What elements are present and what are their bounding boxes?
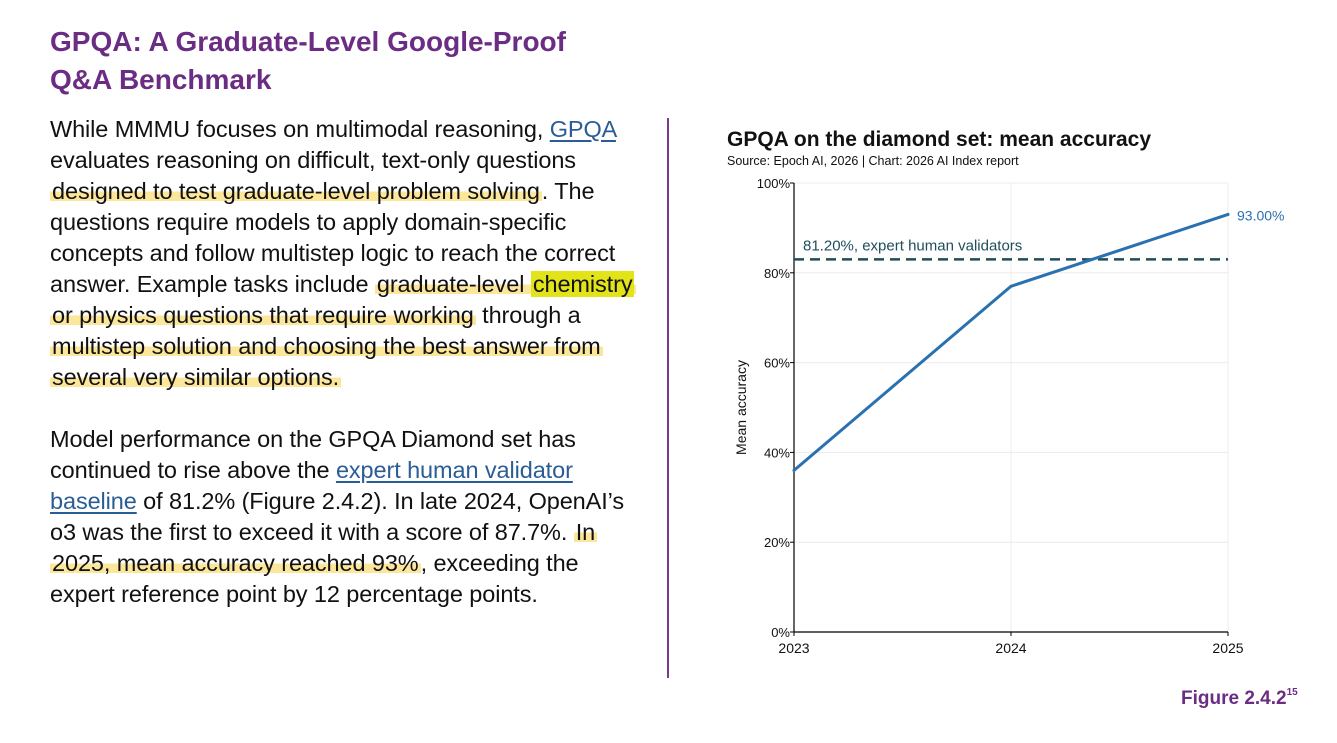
y-axis-label: Mean accuracy — [733, 360, 749, 455]
data-point — [1009, 284, 1013, 288]
gpqa-link[interactable]: GPQA — [549, 116, 616, 142]
y-tick-label: 100% — [757, 176, 791, 191]
chemistry-highlight: chemistry — [530, 271, 635, 297]
x-tick-label: 2023 — [778, 640, 809, 656]
text-run: Model performance on the GPQA Diamond se… — [50, 426, 576, 483]
figure-number: Figure 2.4.2 — [1181, 688, 1287, 709]
paragraph-2: Model performance on the GPQA Diamond se… — [50, 424, 640, 610]
text-run: of 81.2% (Figure 2.4.2). In late 2024, O… — [50, 488, 625, 545]
y-tick-label: 20% — [764, 535, 790, 550]
body-text: While MMMU focuses on multimodal reasoni… — [50, 114, 640, 610]
reference-line-label: 81.20%, expert human validators — [803, 237, 1022, 254]
expert-baseline-link[interactable]: expert human validator baseline — [50, 457, 573, 514]
chart-title: GPQA on the diamond set: mean accuracy — [727, 128, 1151, 151]
column-divider — [667, 118, 669, 678]
text-run: , exceeding the expert reference point b… — [50, 550, 579, 607]
text-run: . The questions require models to apply … — [50, 178, 616, 297]
end-value-label: 93.00% — [1237, 207, 1284, 223]
title-line-1: GPQA: A Graduate-Level Google-Proof — [50, 26, 566, 57]
page-title: GPQA: A Graduate-Level Google-Proof Q&A … — [50, 23, 650, 99]
y-tick-label: 0% — [771, 625, 790, 640]
chart-source: Source: Epoch AI, 2026 | Chart: 2026 AI … — [727, 154, 1019, 168]
data-point — [792, 468, 796, 472]
figure-footnote: 15 — [1286, 686, 1298, 698]
text-run: through a — [475, 302, 581, 328]
title-line-2: Q&A Benchmark — [50, 64, 272, 95]
paragraph-1: While MMMU focuses on multimodal reasoni… — [50, 114, 640, 393]
x-tick-label: 2025 — [1212, 640, 1243, 656]
figure-label: Figure 2.4.215 — [1181, 686, 1298, 710]
y-tick-label: 40% — [764, 445, 790, 460]
y-tick-label: 60% — [764, 356, 790, 371]
highlight-text: graduate-level — [376, 271, 531, 297]
highlight-1: designed to test graduate-level problem … — [50, 178, 542, 204]
text-run: evaluates reasoning on difficult, text-o… — [50, 147, 576, 173]
text-run: While MMMU focuses on multimodal reasoni… — [50, 116, 550, 142]
data-point — [1226, 212, 1230, 216]
highlight-text: or physics questions that require workin… — [52, 302, 474, 328]
x-tick-label: 2024 — [995, 640, 1026, 656]
y-tick-label: 80% — [764, 266, 790, 281]
